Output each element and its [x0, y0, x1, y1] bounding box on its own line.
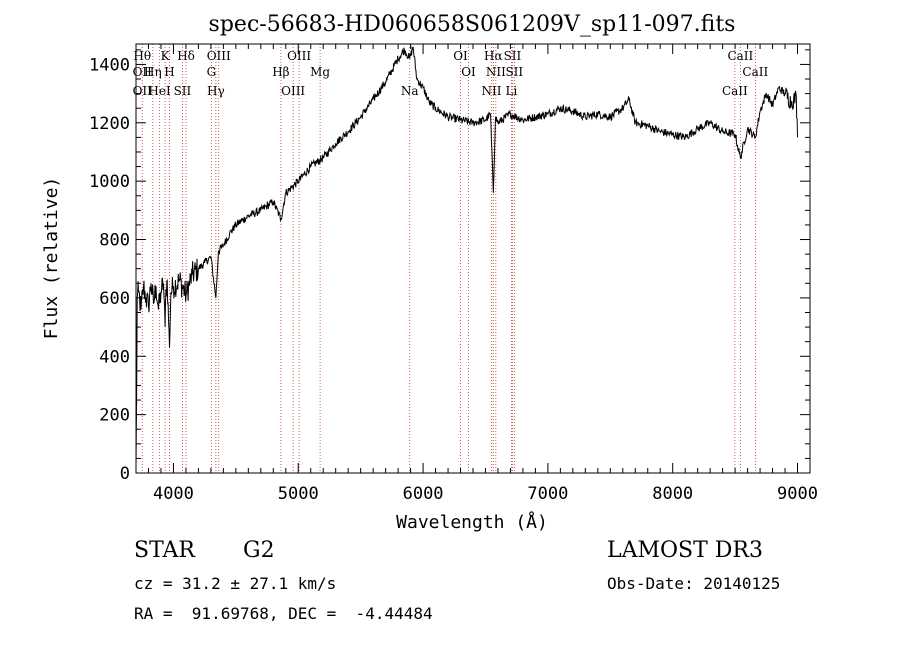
survey-name: LAMOST DR3 — [607, 538, 763, 563]
spectral-line-label: OI — [461, 65, 476, 79]
spectral-line-label: H — [164, 65, 174, 79]
spectral-line-label: CaII — [722, 84, 748, 98]
spectral-line-label: Hγ — [207, 84, 225, 98]
spectral-line-label: G — [207, 65, 217, 79]
x-tick-label: 8000 — [652, 484, 693, 504]
y-tick-label: 1200 — [89, 114, 130, 134]
coordinates: RA = 91.69768, DEC = -4.44484 — [134, 604, 433, 623]
x-tick-label: 6000 — [403, 484, 444, 504]
x-tick-label: 9000 — [777, 484, 818, 504]
y-tick-label: 600 — [99, 289, 130, 309]
plot-frame — [135, 43, 811, 474]
y-tick-label: 0 — [120, 464, 130, 484]
spectral-line-label: Hα — [484, 49, 503, 63]
x-tick-label: 4000 — [153, 484, 194, 504]
observation-date: Obs-Date: 20140125 — [607, 574, 781, 593]
spectral-line-label: Hδ — [177, 49, 195, 63]
spectral-line-label: HeI — [148, 84, 171, 98]
spectral-line-label: OII — [133, 65, 153, 79]
spectral-line-label: Hη — [144, 65, 162, 79]
y-tick-label: 1400 — [89, 55, 130, 75]
spectral-line-label: Mg — [310, 65, 330, 79]
y-tick-label: 200 — [99, 406, 130, 426]
spectral-line-label: OIII — [287, 49, 311, 63]
spectrum-series-line — [135, 46, 798, 468]
spectral-line-label: CaII — [727, 49, 753, 63]
spectral-line-label: Hθ — [133, 49, 151, 63]
redshift-velocity: cz = 31.2 ± 27.1 km/s — [134, 574, 337, 593]
spectral-line-label: Hβ — [272, 65, 289, 79]
object-subclass: G2 — [243, 538, 275, 563]
spectral-line-label: SII — [504, 49, 522, 63]
spectral-line-markers — [141, 44, 756, 473]
spectral-line-label: NII — [481, 84, 501, 98]
spectral-line-label: CaII — [742, 65, 768, 79]
spectral-line-label: SII — [174, 84, 192, 98]
spectral-line-label: OI — [453, 49, 468, 63]
y-tick-label: 1000 — [89, 172, 130, 192]
spectral-line-label: OII — [133, 84, 153, 98]
object-class: STAR — [134, 538, 195, 563]
x-tick-label: 5000 — [278, 484, 319, 504]
spectral-line-label: OIII — [281, 84, 305, 98]
spectral-line-label: Li — [506, 84, 518, 98]
x-tick-label: 7000 — [527, 484, 568, 504]
y-tick-label: 800 — [99, 231, 130, 251]
spectral-line-label: SII — [505, 65, 523, 79]
x-axis: 4000 5000 6000 7000 8000 9000 — [147, 44, 818, 504]
spectral-line-label: Na — [401, 84, 419, 98]
spectral-line-labels: HθOIIOIIHηHeIKHSIIHδGHγOIIIHβOIIIOIIIMgN… — [133, 49, 769, 98]
y-tick-label: 400 — [99, 347, 130, 367]
spectral-line-label: K — [161, 49, 171, 63]
y-axis-label: Flux (relative) — [41, 177, 62, 340]
chart-title: spec-56683-HD060658S061209V_sp11-097.fit… — [209, 12, 736, 37]
y-axis: 0 200 400 600 800 1000 1200 1400 — [89, 49, 810, 484]
spectral-line-label: NII — [486, 65, 506, 79]
spectral-line-label: OIII — [207, 49, 231, 63]
x-axis-label: Wavelength (Å) — [396, 511, 548, 533]
